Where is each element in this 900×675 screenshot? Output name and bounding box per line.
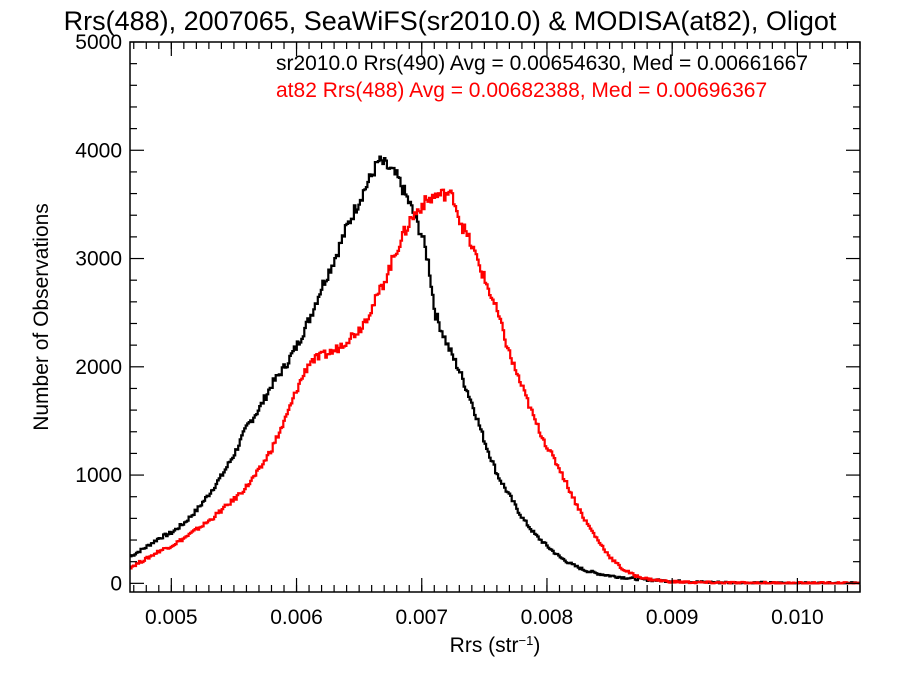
series-line-0 (130, 155, 860, 585)
plot-frame (129, 41, 861, 593)
y-tick-label: 2000 (75, 356, 122, 379)
x-axis: 0.005 0.006 0.007 0.008 0.009 0.010 (133, 42, 861, 629)
series-group (130, 155, 860, 585)
y-axis: 0 1000 2000 3000 4000 5000 (75, 31, 860, 595)
x-tick-label: 0.007 (395, 606, 448, 629)
legend-at82: at82 Rrs(488) Avg = 0.00682388, Med = 0.… (276, 79, 767, 102)
legend-sr2010: sr2010.0 Rrs(490) Avg = 0.00654630, Med … (276, 52, 808, 75)
y-tick-label: 0 (110, 572, 122, 595)
series-line-1 (130, 188, 860, 585)
y-tick-label: 3000 (75, 248, 122, 271)
x-tick-label: 0.005 (145, 606, 198, 629)
chart-title: Rrs(488), 2007065, SeaWiFS(sr2010.0) & M… (64, 6, 837, 36)
x-tick-label: 0.006 (270, 606, 323, 629)
x-axis-label: Rrs (str−1) (450, 633, 541, 658)
x-tick-label: 0.010 (771, 606, 824, 629)
y-tick-label: 4000 (75, 139, 122, 162)
y-tick-label: 1000 (75, 464, 122, 487)
y-axis-label: Number of Observations (30, 203, 53, 431)
y-tick-label: 5000 (75, 31, 122, 54)
x-tick-label: 0.009 (646, 606, 699, 629)
x-tick-label: 0.008 (521, 606, 574, 629)
